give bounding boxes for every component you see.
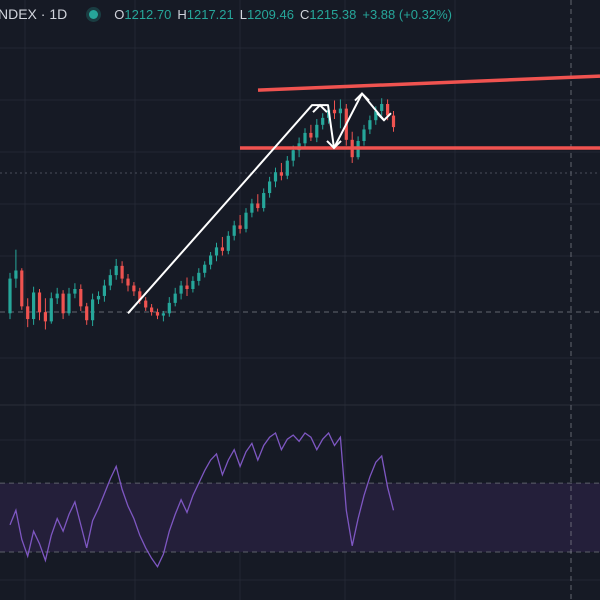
candle [61, 293, 65, 314]
candle [268, 181, 272, 194]
candle [220, 247, 224, 251]
candle [55, 293, 59, 299]
candle [155, 312, 160, 316]
candle [114, 265, 118, 276]
candle [250, 203, 254, 213]
candle [226, 235, 230, 251]
candle [338, 108, 342, 114]
candle [85, 306, 89, 321]
arrow-head-icon [354, 92, 370, 102]
candle [214, 247, 219, 256]
candle [179, 285, 183, 294]
open-value: 1212.70 [124, 6, 172, 22]
candle [244, 212, 248, 229]
candle [332, 109, 337, 114]
candle [191, 280, 195, 289]
open-label: O [114, 6, 125, 22]
close-value: 1215.38 [309, 6, 357, 22]
candle [291, 150, 295, 161]
candle [285, 160, 289, 176]
candle [167, 302, 171, 314]
change-value: +3.88 (+0.32%) [362, 6, 452, 22]
candle [256, 203, 260, 209]
resistance-line [257, 74, 600, 92]
candle [161, 313, 165, 316]
candle [232, 225, 236, 236]
symbol-legend: NDEX · 1D O 1212.70 H 1217.21 L 1209.46 C 12… [0, 4, 458, 24]
candle [126, 278, 130, 286]
candle [368, 120, 372, 130]
candle [32, 292, 36, 320]
candle [26, 306, 30, 320]
market-status-icon [89, 9, 99, 19]
candles [8, 98, 396, 330]
candle [273, 172, 278, 182]
oscillator-band [0, 483, 600, 553]
candle [96, 295, 101, 300]
candle [173, 293, 177, 303]
candle [279, 172, 283, 176]
high-value: 1217.21 [186, 6, 234, 22]
symbol-title[interactable]: NDEX · 1D [0, 6, 68, 22]
candle [150, 307, 154, 313]
candle [303, 132, 307, 144]
candle [197, 272, 201, 281]
candle [120, 265, 124, 279]
candle [185, 285, 189, 289]
candle [49, 298, 53, 322]
candle [43, 312, 47, 322]
candle [144, 300, 148, 308]
candle [91, 299, 95, 321]
high-label: H [177, 6, 187, 22]
candle [374, 110, 378, 121]
candle [380, 104, 384, 111]
drawings[interactable] [127, 74, 600, 314]
candle [391, 115, 396, 128]
close-label: C [299, 6, 310, 22]
low-label: L [239, 6, 247, 22]
candle [20, 270, 24, 307]
low-value: 1209.46 [246, 6, 294, 22]
candle [73, 289, 77, 294]
candle [238, 225, 242, 229]
candle [309, 132, 313, 138]
candle [37, 292, 42, 313]
candle [102, 285, 106, 296]
candle [14, 270, 18, 279]
arrow-head-icon [376, 112, 392, 122]
candle [138, 291, 142, 301]
candle [262, 193, 266, 209]
candle [132, 285, 136, 292]
arrow-head-icon [326, 140, 342, 150]
candle [108, 275, 112, 286]
candle [203, 264, 207, 273]
candle [386, 104, 390, 116]
candle [209, 255, 213, 265]
oscillator-line [9, 431, 395, 568]
candle [362, 129, 366, 141]
candle [8, 278, 12, 314]
candle [79, 289, 83, 307]
candle [315, 124, 319, 138]
arrow-head-icon [312, 103, 328, 113]
candle [67, 293, 71, 314]
candle [321, 117, 325, 125]
